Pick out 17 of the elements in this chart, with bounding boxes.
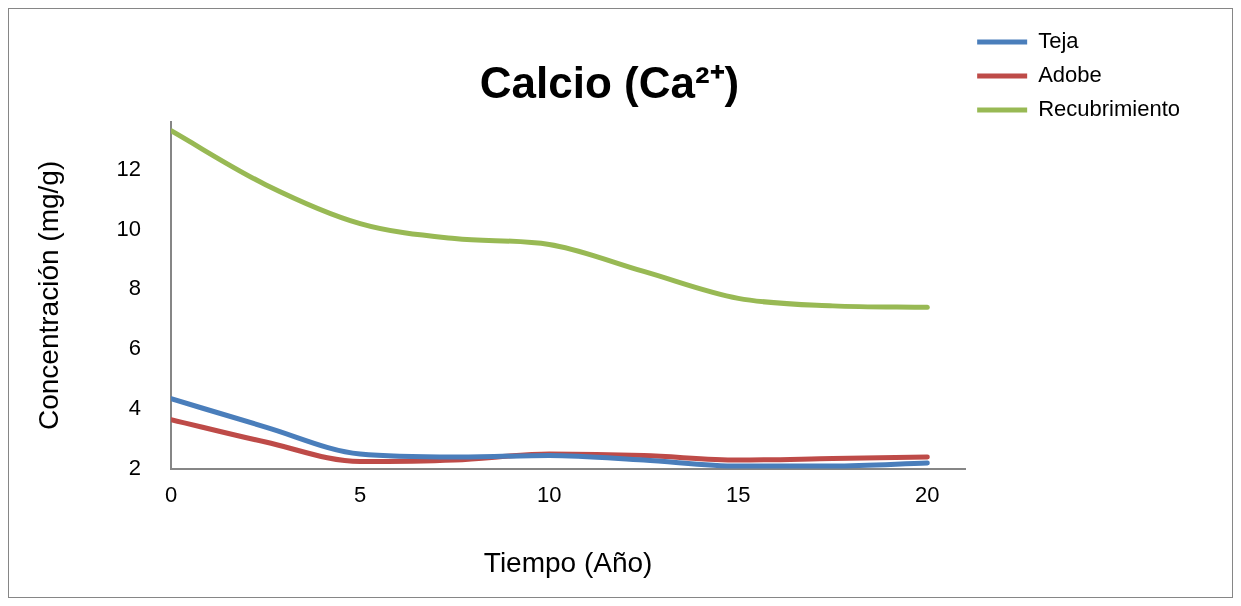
y-tick-label: 6 xyxy=(128,335,142,361)
legend-label: Teja xyxy=(1038,28,1080,54)
x-tick-label: 10 xyxy=(536,482,562,508)
chart-title: Calcio (Ca²⁺) xyxy=(479,57,740,107)
x-tick-label: 15 xyxy=(726,482,751,508)
x-tick-label: 5 xyxy=(354,482,367,508)
legend-label: Adobe xyxy=(1038,62,1102,88)
y-tick-label: 12 xyxy=(116,155,142,181)
y-axis-title: Concentración (mg/g) xyxy=(32,160,64,431)
legend-label: Recubrimiento xyxy=(1038,96,1180,122)
x-tick-label: 20 xyxy=(915,482,940,508)
y-tick-label: 10 xyxy=(116,215,142,241)
y-tick-label: 2 xyxy=(128,455,142,481)
x-tick-label: 0 xyxy=(164,482,178,508)
x-axis-title: Tiempo (Año) xyxy=(483,546,653,578)
y-tick-label: 8 xyxy=(128,275,142,301)
y-tick-label: 4 xyxy=(128,395,142,421)
